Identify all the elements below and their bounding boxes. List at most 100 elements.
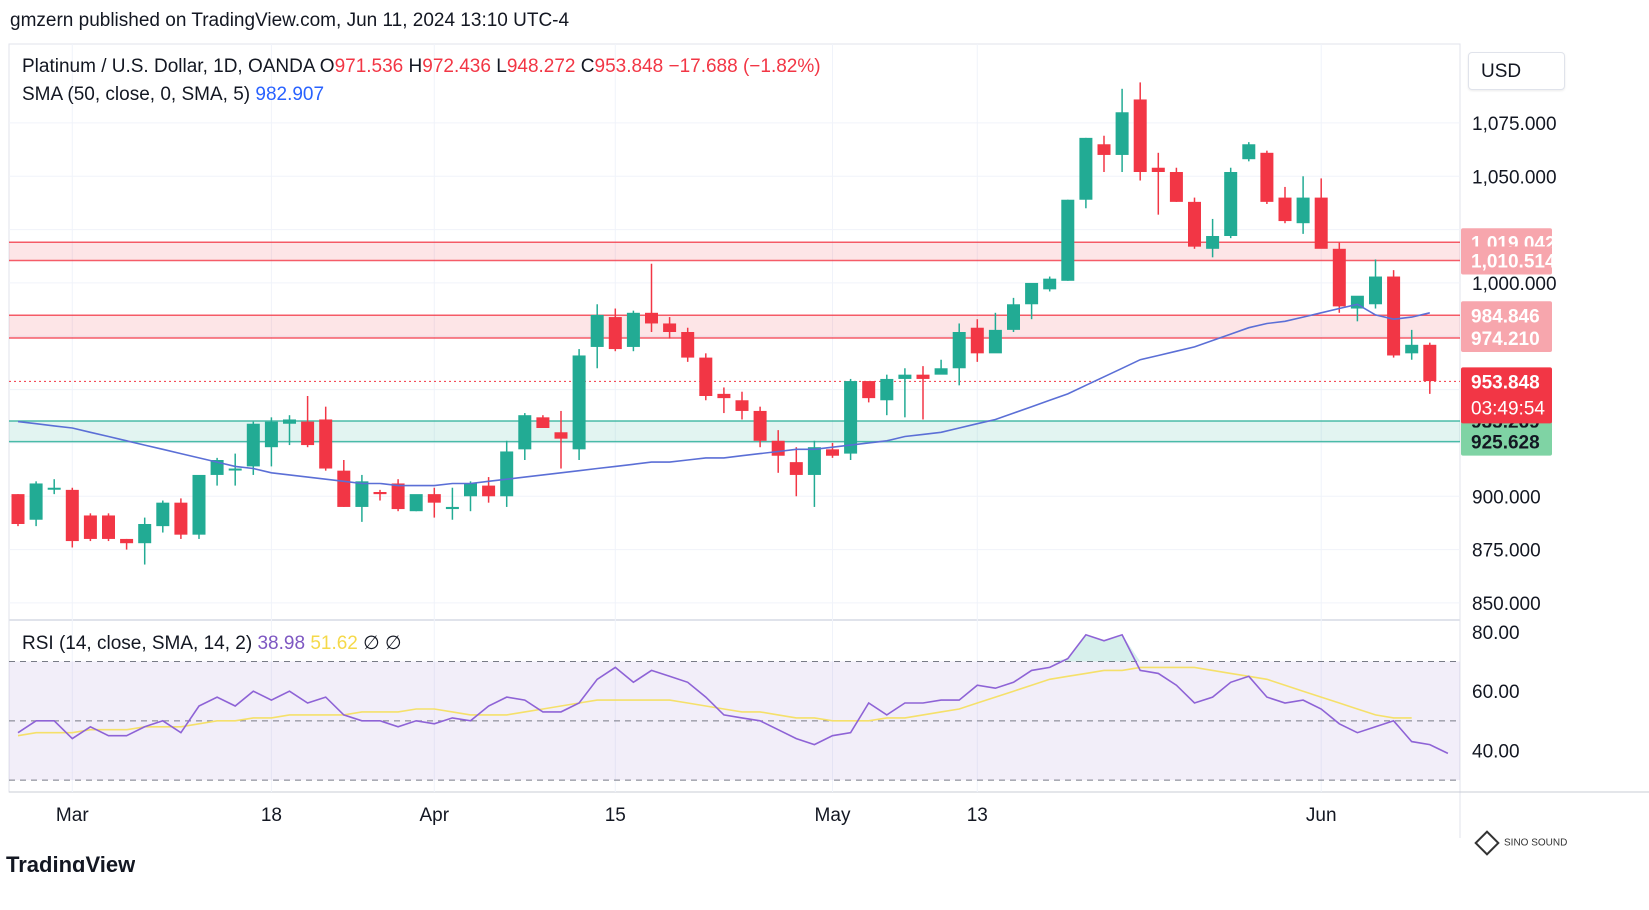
candle-body [373, 492, 387, 495]
rsi-extra-2: ∅ [384, 633, 402, 654]
candle-body [83, 515, 97, 539]
candle-body [626, 312, 640, 347]
candle-body [681, 332, 695, 358]
badge-s-bottom-bg [1461, 427, 1552, 456]
price-tick-label: 900.000 [1472, 487, 1541, 508]
candle-body [138, 524, 152, 544]
candle-body [391, 483, 405, 510]
rsi-line [17, 633, 1449, 755]
candle-body [409, 494, 423, 512]
rsi-tick-label: 40.00 [1472, 741, 1520, 762]
candle-body [210, 460, 224, 475]
candle-body [1332, 248, 1346, 307]
candle-body [1296, 197, 1310, 224]
zone-resistance-lower [9, 315, 1460, 338]
rsi-value: 38.98 [257, 633, 306, 654]
candle-body [1242, 144, 1256, 160]
sma-line [17, 303, 1430, 487]
candle-body [1151, 167, 1165, 172]
candle-body [1278, 197, 1292, 222]
currency-selector[interactable]: USD [1468, 52, 1565, 90]
badge-r2-bottom-bg [1461, 323, 1552, 352]
price-tick-label: 850.000 [1472, 594, 1541, 615]
rsi-band [9, 661, 1460, 781]
watermark-text: SINO SOUND [1504, 837, 1568, 849]
zone-resistance-upper [9, 242, 1460, 261]
legend-high-label: H [408, 56, 423, 77]
candle-body [880, 378, 894, 401]
candle-body [283, 419, 296, 424]
candle-body [1224, 172, 1238, 236]
candle-body [1133, 99, 1147, 172]
legend-close-label: C [580, 56, 595, 77]
legend-open-label: O [319, 56, 335, 77]
candle-body [482, 485, 496, 497]
candle-body [554, 432, 568, 439]
candle-body [1007, 304, 1020, 330]
candle-body [1079, 137, 1093, 200]
rsi-extra-1: ∅ [363, 633, 380, 654]
candle-body [174, 502, 188, 535]
legend-symbol[interactable]: Platinum / U.S. Dollar, 1D, OANDA [22, 56, 315, 77]
candle-body [826, 449, 839, 456]
rsi-tick-label: 60.00 [1472, 682, 1520, 703]
watermark: SINO SOUND [1474, 830, 1568, 856]
sma-value: 982.907 [255, 84, 325, 105]
time-tick-label: Apr [420, 805, 450, 826]
countdown-text: 03:49:54 [1471, 398, 1545, 419]
candle-body [192, 474, 206, 535]
candle-body [246, 423, 260, 467]
pane-frame [8, 43, 1461, 793]
candle-body [717, 393, 731, 399]
candle-body [1387, 276, 1401, 356]
badge-r1-bottom-text: 1,010.514 [1471, 252, 1556, 273]
badge-r2-top-text: 984.846 [1471, 306, 1540, 327]
candle-body [156, 502, 170, 527]
candle-body [1405, 344, 1419, 354]
candle-body [65, 489, 79, 542]
rsi-label[interactable]: RSI (14, close, SMA, 14, 2) [22, 633, 253, 654]
candle-body [1206, 236, 1220, 249]
candle-body [1043, 278, 1057, 290]
candle-body [735, 400, 749, 411]
legend-low-label: L [496, 56, 507, 77]
legend-high: 972.436 [422, 56, 491, 77]
time-tick-label: Jun [1306, 805, 1337, 826]
candle-body [753, 410, 767, 441]
diamond-logo-icon [1474, 830, 1500, 856]
candle-body [970, 327, 984, 354]
candle-body [952, 332, 966, 369]
badge-s-bottom-text: 925.628 [1471, 433, 1540, 454]
rsi-ma-line [17, 666, 1412, 737]
candle-body [988, 329, 1002, 354]
time-tick-label: 13 [967, 805, 988, 826]
legend-sma: SMA (50, close, 0, SMA, 5) 982.907 [22, 84, 324, 106]
rsi-tick-label: 80.00 [1472, 623, 1520, 644]
candle-body [934, 368, 948, 375]
candle-body [663, 323, 677, 332]
zone-support [9, 421, 1460, 442]
candle-body [1314, 197, 1328, 249]
candle-body [337, 470, 351, 507]
legend-close: 953.848 [594, 56, 664, 77]
time-tick-label: 15 [605, 805, 626, 826]
candle-body [1061, 199, 1075, 281]
sma-label[interactable]: SMA (50, close, 0, SMA, 5) [22, 84, 251, 105]
candle-body [102, 515, 115, 539]
candle-body [228, 468, 242, 471]
tradingview-logo[interactable]: TradingView [6, 852, 136, 872]
legend-main: Platinum / U.S. Dollar, 1D, OANDA O971.5… [22, 56, 821, 78]
candle-body [120, 538, 134, 544]
candle-body [319, 419, 333, 469]
rsi-overbought-fill [1049, 634, 1141, 662]
candle-body [29, 483, 43, 520]
candle-body [844, 381, 858, 454]
candle-body [536, 417, 550, 428]
candle-body [645, 312, 658, 324]
time-tick-label: 18 [261, 805, 282, 826]
time-tick-label: May [815, 805, 851, 826]
publisher-line: gmzern published on TradingView.com, Jun… [10, 10, 570, 31]
candle-body [572, 355, 586, 450]
candle-body [47, 487, 61, 490]
